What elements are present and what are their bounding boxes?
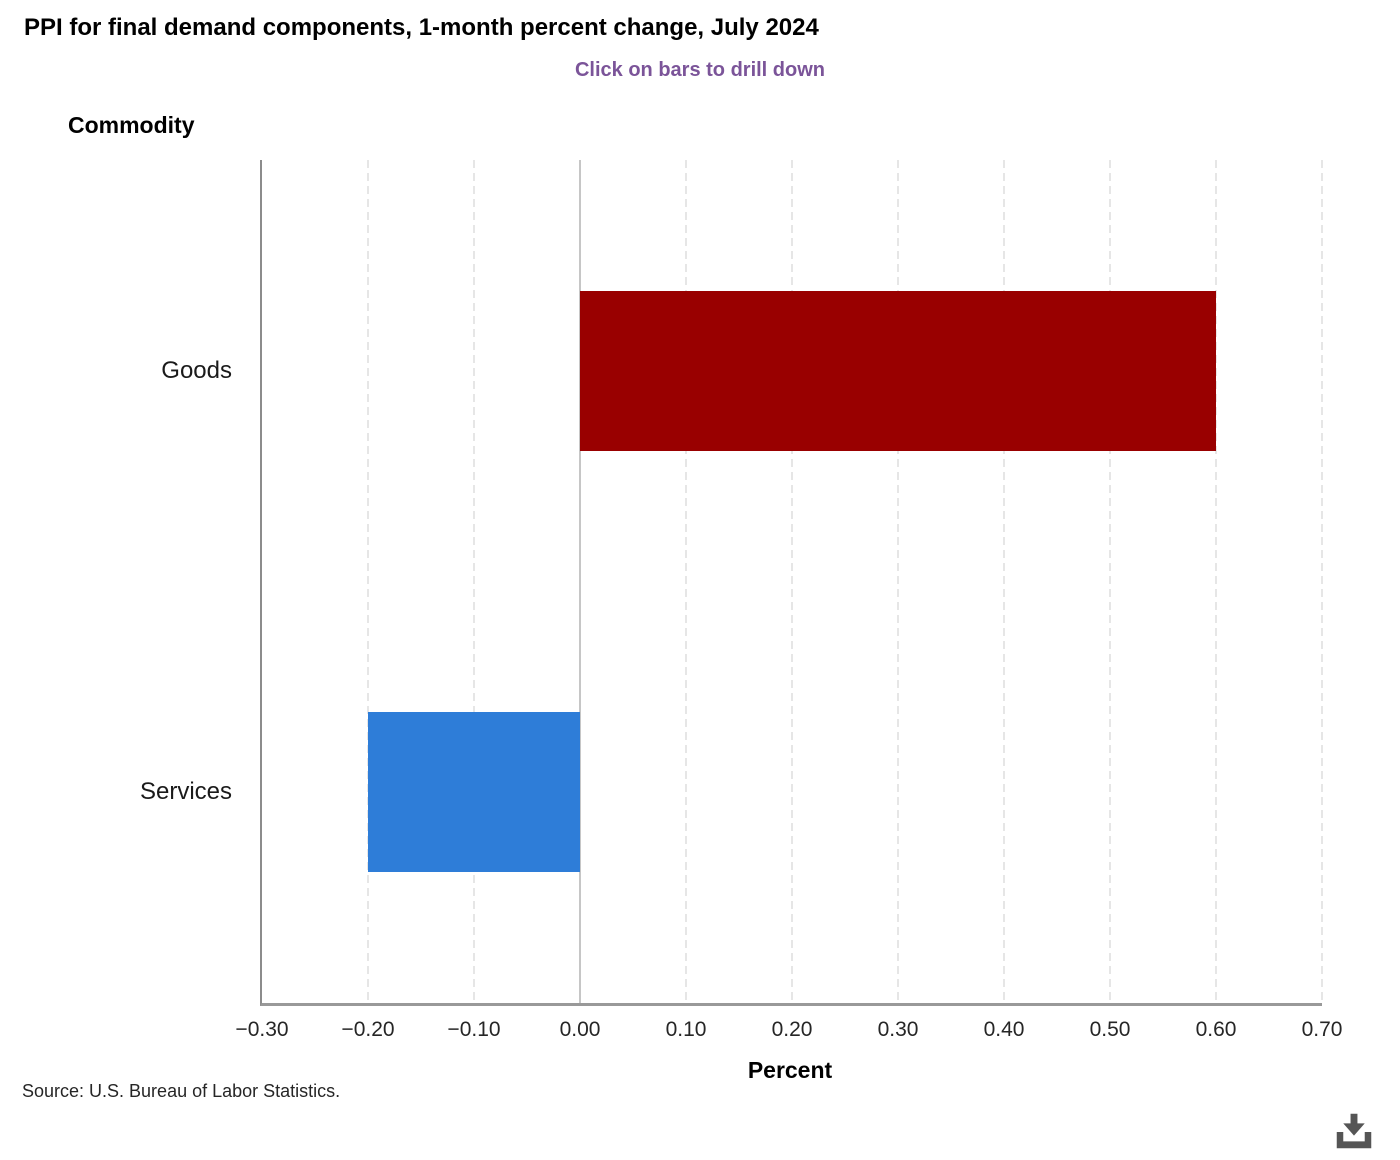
category-label-services: Services (139, 778, 232, 806)
x-tick-label: 0.40 (983, 1018, 1025, 1041)
x-tick-label: 0.70 (1301, 1018, 1343, 1041)
gridline (1321, 160, 1323, 1003)
x-tick-label: −0.20 (341, 1018, 395, 1041)
chart-title: PPI for final demand components, 1-month… (24, 14, 819, 41)
x-tick-label: 0.00 (559, 1018, 601, 1041)
x-tick-label: −0.30 (235, 1018, 289, 1041)
gridline (473, 160, 475, 1003)
gridline (367, 160, 369, 1003)
gridline (1215, 160, 1217, 1003)
x-tick-label: 0.30 (877, 1018, 919, 1041)
gridline (1003, 160, 1005, 1003)
download-icon (1336, 1113, 1372, 1149)
bar-goods[interactable] (580, 290, 1216, 451)
x-tick-label: 0.60 (1195, 1018, 1237, 1041)
y-axis-title: Commodity (68, 112, 195, 138)
category-label-goods: Goods (161, 356, 232, 384)
x-tick-label: 0.50 (1089, 1018, 1131, 1041)
zero-gridline (579, 160, 581, 1003)
x-tick-label: 0.10 (665, 1018, 707, 1041)
gridline (685, 160, 687, 1003)
plot-area: −0.30 −0.20 −0.10 0.00 0.10 0.20 0.30 0.40 0.50 0… (140, 160, 1342, 1041)
download-button[interactable] (1330, 1108, 1378, 1154)
gridline (1109, 160, 1111, 1003)
chart-subtitle: Click on bars to drill down (574, 59, 826, 81)
gridline (897, 160, 899, 1003)
x-tick-label: 0.20 (771, 1018, 813, 1041)
x-axis-title: Percent (747, 1057, 833, 1083)
x-tick-label: −0.10 (447, 1018, 501, 1041)
bar-services[interactable] (368, 712, 580, 873)
gridline (791, 160, 793, 1003)
source-text: Source: U.S. Bureau of Labor Statistics. (22, 1081, 341, 1101)
